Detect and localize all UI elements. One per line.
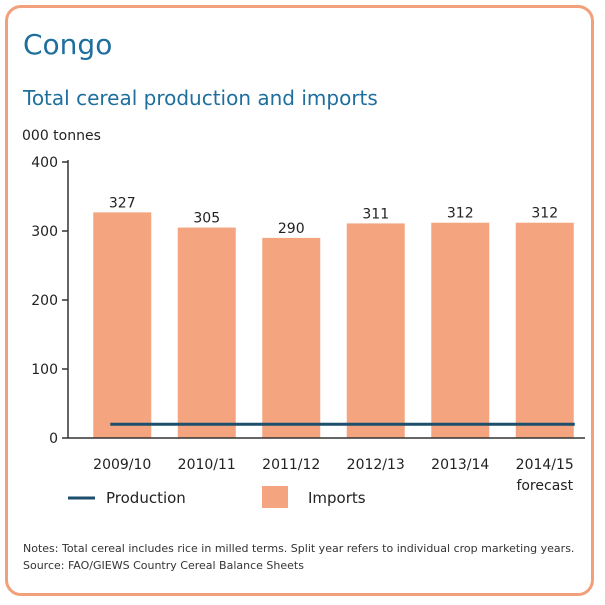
data-label-2010-11: 305 [193, 211, 220, 227]
bar-2010-11 [177, 227, 236, 438]
x-tick-label-2011-12: 2011/12 [262, 457, 320, 473]
bar-2009-10 [93, 212, 152, 438]
legend-imports-swatch [262, 486, 288, 508]
y-tick-label-100: 100 [31, 362, 58, 378]
data-label-2009-10: 327 [109, 195, 136, 211]
bar-2013-14 [431, 222, 490, 438]
bar-2011-12 [262, 237, 321, 438]
y-tick-label-0: 0 [49, 431, 58, 447]
source-text: Source: FAO/GIEWS Country Cereal Balance… [23, 559, 304, 572]
legend-imports-label: Imports [308, 489, 366, 507]
y-tick-label-200: 200 [31, 293, 58, 309]
notes-text: Notes: Total cereal includes rice in mil… [23, 542, 575, 555]
x-tick-label-2009-10: 2009/10 [93, 457, 151, 473]
x-tick-label-2012-13: 2012/13 [347, 457, 405, 473]
bar-2012-13 [346, 223, 405, 438]
x-tick-label-2010-11: 2010/11 [178, 457, 236, 473]
country-title: Congo [23, 28, 113, 61]
y-tick-label-400: 400 [31, 155, 58, 171]
y-axis-unit-label: 000 tonnes [22, 128, 101, 144]
x-tick-sublabel-2014-15: forecast [516, 478, 573, 494]
y-tick-label-300: 300 [31, 224, 58, 240]
chart-notes: Notes: Total cereal includes rice in mil… [23, 540, 583, 574]
data-label-2011-12: 290 [278, 221, 305, 237]
bar-2014-15 [515, 222, 574, 438]
x-tick-label-2014-15: 2014/15 [516, 457, 574, 473]
x-tick-label-2013-14: 2013/14 [431, 457, 489, 473]
chart-subtitle: Total cereal production and imports [23, 86, 378, 110]
data-label-2013-14: 312 [447, 206, 474, 222]
data-label-2012-13: 311 [362, 206, 389, 222]
legend-production-label: Production [106, 489, 186, 507]
data-label-2014-15: 312 [531, 206, 558, 222]
